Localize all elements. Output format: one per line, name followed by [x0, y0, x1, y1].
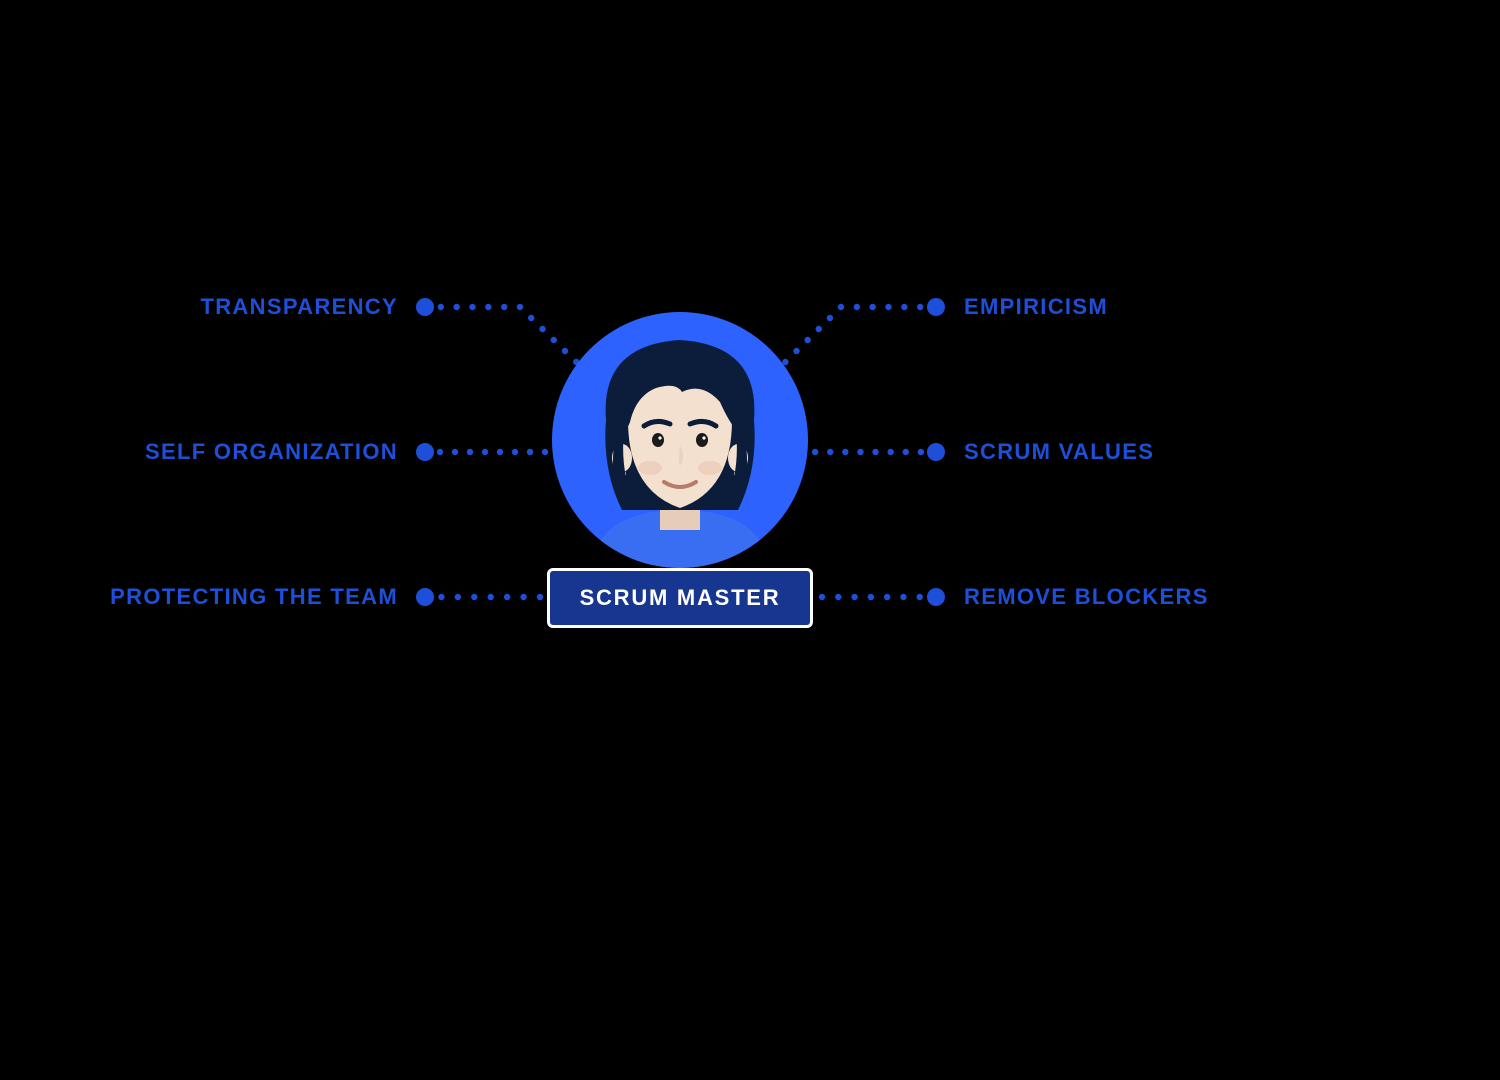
diagram-stage: SCRUM MASTER TRANSPARENCY SELF ORGANIZAT… [0, 0, 1500, 1080]
node-label-remove-blockers: REMOVE BLOCKERS [964, 584, 1209, 610]
node-label-empiricism: EMPIRICISM [964, 294, 1108, 320]
node-label-self-organization: SELF ORGANIZATION [145, 439, 398, 465]
diagram-svg [0, 0, 1500, 1080]
node-label-scrum-values: SCRUM VALUES [964, 439, 1154, 465]
node-label-protecting-team: PROTECTING THE TEAM [110, 584, 398, 610]
node-label-transparency: TRANSPARENCY [200, 294, 398, 320]
center-title-badge: SCRUM MASTER [547, 568, 813, 628]
center-title-text: SCRUM MASTER [580, 585, 781, 611]
